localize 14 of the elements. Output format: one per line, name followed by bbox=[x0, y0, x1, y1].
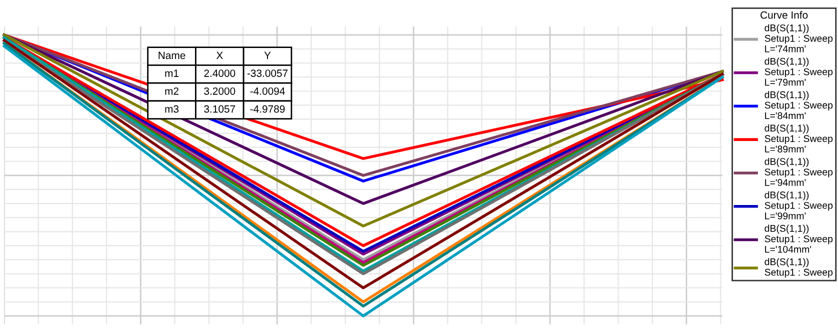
annotation: Y bbox=[264, 52, 271, 59]
legend-label: dB(S(1,1)) Setup1 : Sweep bbox=[764, 258, 833, 278]
annotation: 3.1057 bbox=[204, 105, 236, 113]
annotation: Name bbox=[158, 52, 186, 60]
annotation: -33.0057 bbox=[247, 70, 288, 77]
annotation: -4.0094 bbox=[250, 87, 285, 95]
annotation: m3 bbox=[165, 105, 179, 113]
annotation: 2.4000 bbox=[204, 70, 236, 77]
legend-title: Curve Info bbox=[760, 11, 808, 19]
annotation: 3.2000 bbox=[204, 87, 236, 95]
annotation: X bbox=[216, 52, 223, 59]
annotation: m2 bbox=[165, 87, 178, 95]
annotation: m1 bbox=[165, 70, 178, 77]
annotation: -4.9789 bbox=[250, 105, 285, 113]
